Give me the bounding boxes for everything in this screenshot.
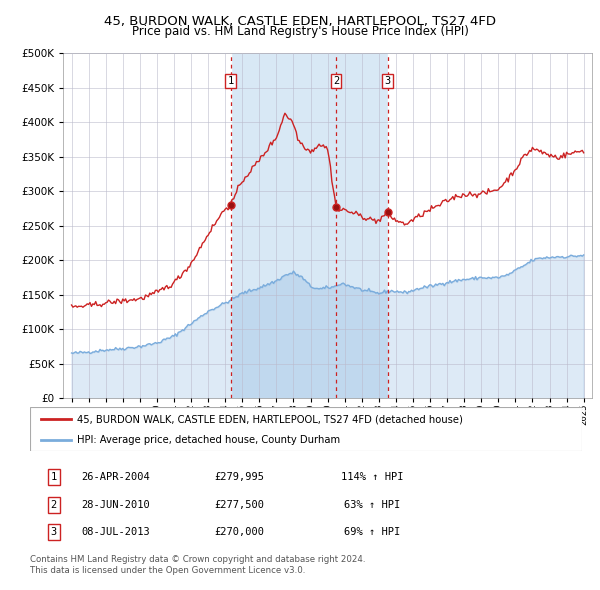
Bar	[388, 53, 592, 398]
Text: 45, BURDON WALK, CASTLE EDEN, HARTLEPOOL, TS27 4FD: 45, BURDON WALK, CASTLE EDEN, HARTLEPOOL…	[104, 15, 496, 28]
Text: 3: 3	[385, 76, 391, 86]
Text: Price paid vs. HM Land Registry's House Price Index (HPI): Price paid vs. HM Land Registry's House …	[131, 25, 469, 38]
Text: 2: 2	[333, 76, 339, 86]
Text: 114% ↑ HPI: 114% ↑ HPI	[341, 473, 403, 482]
Bar	[63, 53, 230, 398]
Text: Contains HM Land Registry data © Crown copyright and database right 2024.: Contains HM Land Registry data © Crown c…	[30, 555, 365, 563]
Text: 3: 3	[50, 527, 57, 537]
Text: 69% ↑ HPI: 69% ↑ HPI	[344, 527, 400, 537]
Text: This data is licensed under the Open Government Licence v3.0.: This data is licensed under the Open Gov…	[30, 566, 305, 575]
Text: 1: 1	[227, 76, 234, 86]
Text: 2: 2	[50, 500, 57, 510]
Text: 45, BURDON WALK, CASTLE EDEN, HARTLEPOOL, TS27 4FD (detached house): 45, BURDON WALK, CASTLE EDEN, HARTLEPOOL…	[77, 415, 463, 424]
Text: £277,500: £277,500	[215, 500, 265, 510]
Text: £270,000: £270,000	[215, 527, 265, 537]
Text: 28-JUN-2010: 28-JUN-2010	[81, 500, 150, 510]
Text: HPI: Average price, detached house, County Durham: HPI: Average price, detached house, Coun…	[77, 435, 340, 445]
Text: 63% ↑ HPI: 63% ↑ HPI	[344, 500, 400, 510]
Text: 26-APR-2004: 26-APR-2004	[81, 473, 150, 482]
Text: 08-JUL-2013: 08-JUL-2013	[81, 527, 150, 537]
Text: 1: 1	[50, 473, 57, 482]
Text: £279,995: £279,995	[215, 473, 265, 482]
